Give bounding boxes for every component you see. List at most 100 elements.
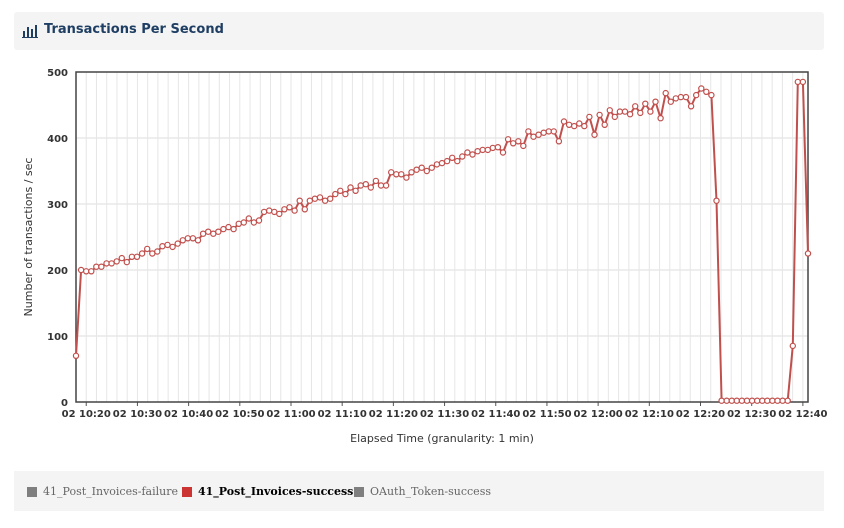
data-point (77, 266, 85, 274)
y-tick-label: 200 (47, 266, 68, 277)
x-tick-label: 02 11:00 (266, 409, 315, 420)
data-point (754, 397, 761, 404)
data-point (108, 260, 115, 267)
legend-item-oauth[interactable]: OAuth_Token-success (354, 485, 491, 498)
data-point (693, 91, 700, 99)
data-point (103, 260, 110, 267)
data-point (606, 107, 614, 114)
data-point (571, 122, 578, 130)
data-point (316, 194, 324, 201)
data-point (576, 120, 583, 127)
x-tick-label: 02 11:20 (369, 409, 418, 420)
data-point (733, 397, 741, 404)
data-point (240, 219, 247, 226)
data-point (133, 253, 141, 260)
data-point (204, 228, 212, 235)
x-tick-label: 02 10:40 (164, 409, 213, 420)
data-point (469, 151, 476, 158)
data-point (342, 190, 349, 198)
x-tick-label: 02 12:20 (676, 409, 725, 420)
data-point (515, 138, 522, 145)
data-point (586, 113, 593, 121)
data-point (72, 352, 80, 359)
data-point (632, 103, 639, 110)
data-point (560, 118, 568, 125)
data-point (657, 114, 664, 122)
data-point (474, 147, 481, 155)
tps-chart: 0 100 200 300 400 500 02 10:20 02 10:30 02 10:40… (22, 68, 828, 445)
data-point (250, 219, 258, 226)
data-point (530, 133, 537, 140)
legend-item-success[interactable]: 41_Post_Invoices-success (182, 485, 353, 498)
data-point (154, 248, 161, 255)
data-point (540, 129, 547, 136)
data-point (438, 159, 446, 167)
data-point (372, 177, 380, 185)
data-point (184, 235, 191, 242)
x-tick-label: 02 12:30 (727, 409, 776, 420)
data-point (520, 142, 527, 150)
legend-label: 41_Post_Invoices-failure (43, 485, 178, 498)
data-point (235, 220, 242, 227)
data-point (708, 91, 715, 99)
x-tick-label: 02 10:50 (215, 409, 264, 420)
data-point (662, 89, 669, 97)
data-point (464, 149, 471, 156)
data-point (291, 207, 298, 214)
x-tick-label: 02 11:40 (471, 409, 520, 420)
data-point (611, 113, 619, 121)
data-point (748, 397, 756, 404)
data-point (621, 108, 629, 115)
data-point (433, 161, 441, 168)
data-point (113, 258, 120, 265)
data-point (510, 140, 517, 147)
data-point (713, 197, 720, 204)
legend-label: OAuth_Token-success (370, 485, 491, 498)
data-point (703, 88, 710, 96)
x-tick-label: 02 12:00 (574, 409, 623, 420)
data-point (189, 235, 197, 242)
data-point (418, 164, 425, 171)
data-point (799, 78, 807, 86)
data-point (260, 208, 268, 216)
data-point (255, 217, 263, 224)
data-point (306, 197, 313, 204)
data-point (804, 250, 812, 257)
data-point (403, 174, 410, 181)
data-point (764, 397, 771, 404)
data-point (128, 253, 136, 260)
data-point (382, 182, 390, 189)
data-point (637, 109, 644, 117)
data-point (789, 342, 797, 350)
data-point (494, 143, 502, 151)
data-point (652, 98, 659, 105)
data-point (423, 167, 430, 175)
data-point (449, 154, 456, 162)
data-point (164, 241, 171, 249)
legend-item-failure[interactable]: 41_Post_Invoices-failure (27, 485, 178, 498)
legend-swatch (27, 486, 37, 497)
data-point (245, 215, 252, 222)
data-point (398, 171, 405, 178)
data-point (321, 197, 329, 204)
data-point (194, 237, 202, 244)
data-point (332, 190, 339, 198)
data-point (413, 166, 420, 173)
data-point (377, 182, 385, 189)
x-tick-label: 02 12:40 (778, 409, 827, 420)
x-axis-label: Elapsed Time (granularity: 1 min) (350, 432, 534, 445)
data-point (347, 184, 354, 191)
data-point (677, 93, 685, 101)
data-point (601, 121, 608, 129)
data-point (281, 206, 288, 213)
data-point (454, 157, 461, 165)
data-point (774, 397, 781, 404)
data-point (647, 108, 654, 115)
data-point (667, 98, 675, 105)
data-point (698, 85, 705, 92)
data-point (616, 108, 624, 115)
data-point (428, 164, 435, 171)
data-point (723, 397, 730, 404)
data-point (93, 263, 100, 270)
data-point (276, 210, 283, 218)
